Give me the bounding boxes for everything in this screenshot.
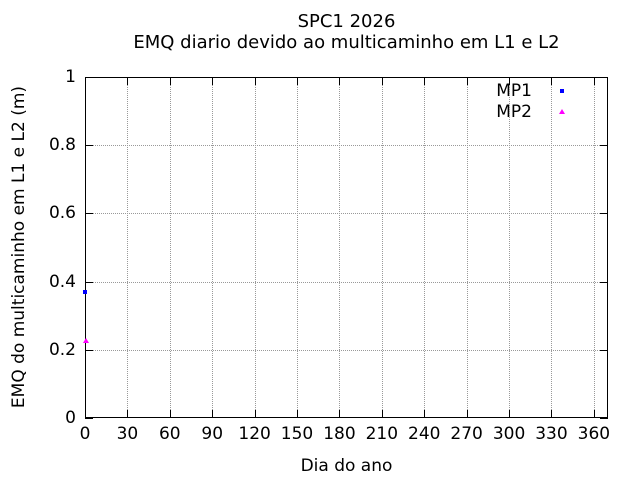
legend: MP1 MP2 — [496, 80, 566, 122]
x-tick-bottom — [339, 410, 341, 418]
x-tick-top — [85, 77, 86, 85]
y-gridline — [85, 281, 608, 283]
x-tick-bottom — [593, 410, 595, 418]
y-tick-left — [85, 281, 93, 283]
y-tick-left — [85, 213, 93, 215]
x-tick-label: 330 — [535, 424, 568, 444]
legend-item-mp2: MP2 — [496, 101, 566, 122]
x-tick-bottom — [85, 410, 86, 418]
x-tick-top — [339, 77, 341, 85]
y-tick-left — [85, 145, 93, 147]
x-tick-bottom — [551, 410, 553, 418]
plot-area — [85, 77, 608, 418]
y-tick-right — [600, 213, 608, 215]
x-tick-top — [551, 77, 553, 85]
x-tick-bottom — [127, 410, 129, 418]
x-tick-top — [169, 77, 171, 85]
y-tick-right — [600, 145, 608, 147]
x-tick-bottom — [212, 410, 214, 418]
x-tick-bottom — [297, 410, 299, 418]
x-gridline — [297, 77, 299, 418]
chart-titles: SPC1 2026 EMQ diario devido ao multicami… — [85, 11, 608, 53]
x-axis-label: Dia do ano — [300, 456, 393, 476]
x-tick-label: 300 — [492, 424, 526, 444]
x-gridline — [509, 77, 511, 418]
x-tick-bottom — [424, 410, 426, 418]
x-tick-top — [593, 77, 595, 85]
legend-item-mp1: MP1 — [496, 80, 566, 101]
x-tick-label: 30 — [116, 424, 139, 444]
x-tick-top — [509, 77, 511, 85]
x-tick-bottom — [169, 410, 171, 418]
x-tick-label: 90 — [201, 424, 224, 444]
x-tick-label: 180 — [323, 424, 356, 444]
x-gridline — [466, 77, 468, 418]
y-tick-label: 0.2 — [48, 339, 76, 360]
data-point-mp1 — [83, 289, 88, 294]
x-tick-bottom — [466, 410, 468, 418]
x-gridline — [212, 77, 214, 418]
x-tick-top — [297, 77, 299, 85]
x-tick-top — [254, 77, 256, 85]
x-tick-bottom — [381, 410, 383, 418]
y-gridline — [85, 349, 608, 351]
y-tick-label: 1 — [65, 67, 76, 87]
y-tick-label: 0.4 — [48, 271, 76, 292]
y-tick-label: 0.6 — [48, 203, 76, 224]
x-gridline — [593, 77, 595, 418]
x-gridline — [169, 77, 171, 418]
legend-label: MP1 — [496, 80, 532, 101]
y-gridline — [85, 213, 608, 215]
x-tick-label: 60 — [158, 424, 181, 444]
legend-label: MP2 — [496, 101, 532, 122]
x-tick-bottom — [509, 410, 511, 418]
x-tick-label: 120 — [238, 424, 271, 444]
x-gridline — [551, 77, 553, 418]
x-tick-top — [127, 77, 129, 85]
y-tick-left — [85, 418, 93, 419]
x-tick-label: 240 — [408, 424, 441, 444]
y-tick-left — [85, 77, 93, 78]
x-tick-label: 150 — [280, 424, 314, 444]
y-tick-right — [600, 77, 608, 78]
legend-marker-triangle-icon — [558, 109, 566, 114]
x-gridline — [254, 77, 256, 418]
y-tick-label: 0 — [65, 408, 76, 428]
x-tick-label: 210 — [365, 424, 399, 444]
x-gridline — [381, 77, 383, 418]
x-tick-top — [381, 77, 383, 85]
x-tick-label: 270 — [450, 424, 483, 444]
x-tick-label: 0 — [79, 424, 91, 444]
y-tick-right — [600, 349, 608, 351]
x-tick-top — [424, 77, 426, 85]
y-tick-right — [600, 281, 608, 283]
y-gridline — [85, 145, 608, 147]
chart-title: SPC1 2026 — [297, 11, 396, 32]
chart-subtitle: EMQ diario devido ao multicaminho em L1 … — [133, 32, 560, 53]
y-tick-label: 0.8 — [48, 135, 76, 156]
legend-marker-square-icon — [558, 88, 566, 93]
y-tick-left — [85, 349, 93, 351]
x-gridline — [424, 77, 426, 418]
x-gridline — [127, 77, 129, 418]
data-point-mp2 — [83, 337, 90, 343]
x-tick-bottom — [254, 410, 256, 418]
y-tick-right — [600, 418, 608, 419]
x-tick-top — [466, 77, 468, 85]
x-gridline — [339, 77, 341, 418]
x-tick-label: 360 — [577, 424, 611, 444]
x-tick-top — [212, 77, 214, 85]
